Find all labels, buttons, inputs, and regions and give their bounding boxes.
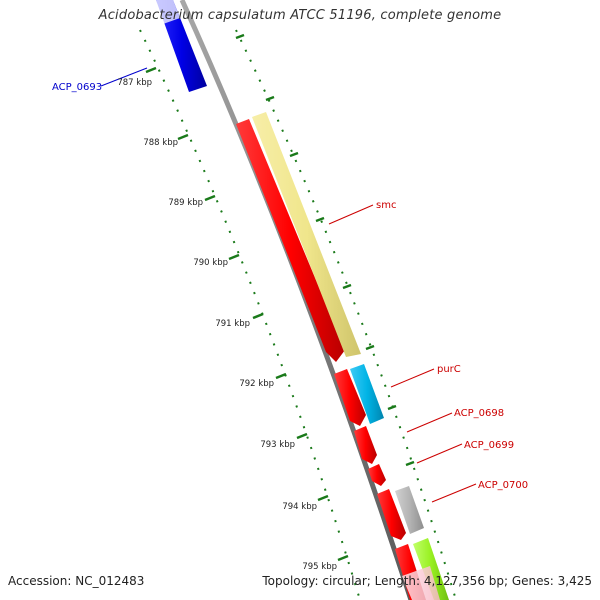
leader-acp-0699 <box>416 443 463 464</box>
tick-label-791: 791 kbp <box>215 319 250 329</box>
gene-red-4[interactable] <box>368 464 386 486</box>
feature-green[interactable] <box>413 538 449 600</box>
tick-label-792: 792 kbp <box>239 379 274 389</box>
inner-tick-marks <box>145 66 349 562</box>
accession-text: Accession: NC_012483 <box>8 574 145 588</box>
tick-label-788: 788 kbp <box>143 138 178 148</box>
gene-red-1[interactable] <box>236 119 345 362</box>
feature-purC[interactable] <box>350 364 384 424</box>
feature-smc[interactable] <box>252 112 361 357</box>
feature-acp-0700[interactable] <box>395 486 424 534</box>
genome-summary: Topology: circular; Length: 4,127,356 bp… <box>262 574 592 588</box>
leader-purC <box>390 368 435 388</box>
label-acp-0698[interactable]: ACP_0698 <box>454 408 504 419</box>
tick-label-787: 787 kbp <box>117 78 152 88</box>
outer-tick-track <box>235 29 457 600</box>
gene-red-2[interactable] <box>334 369 366 426</box>
leader-acp-0700 <box>431 483 477 503</box>
gene-red-3[interactable] <box>354 426 377 464</box>
tick-label-793: 793 kbp <box>260 440 295 450</box>
gene-acp-0693-fade <box>156 0 180 24</box>
label-smc[interactable]: smc <box>376 200 396 211</box>
tick-label-790: 790 kbp <box>193 258 228 268</box>
tick-label-789: 789 kbp <box>168 198 203 208</box>
tick-label-794: 794 kbp <box>282 502 317 512</box>
label-acp-0700[interactable]: ACP_0700 <box>478 480 528 491</box>
leader-smc <box>328 204 374 225</box>
label-acp-0693[interactable]: ACP_0693 <box>52 82 102 93</box>
outer-tick-marks <box>235 33 415 467</box>
label-purC[interactable]: purC <box>437 364 461 375</box>
leader-acp-0693 <box>100 67 148 87</box>
map-title: Acidobacterium capsulatum ATCC 51196, co… <box>98 8 502 23</box>
gene-acp-0693[interactable] <box>156 0 207 92</box>
feature-pink-overlay <box>402 566 440 600</box>
gene-red-5[interactable] <box>377 489 406 540</box>
tick-label-795: 795 kbp <box>302 562 337 572</box>
leader-acp-0698 <box>406 412 453 433</box>
label-acp-0699[interactable]: ACP_0699 <box>464 440 514 451</box>
